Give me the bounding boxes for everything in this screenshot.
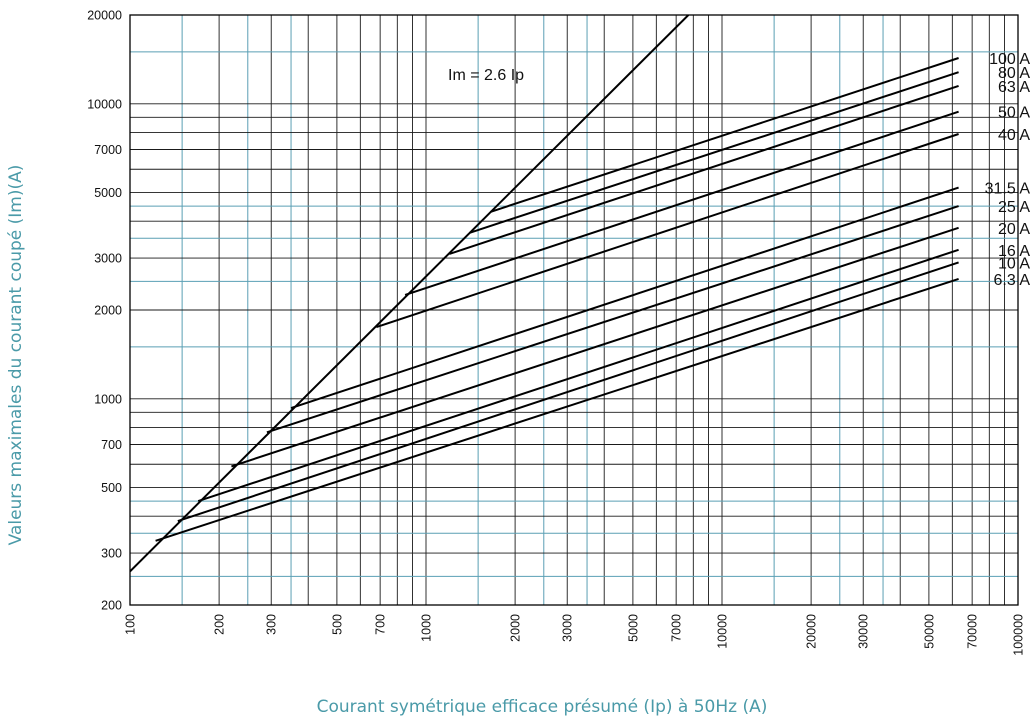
x-tick-label: 500 bbox=[330, 614, 344, 635]
series-label-50-a: 50 A bbox=[998, 105, 1030, 122]
x-tick-label: 1000 bbox=[420, 614, 434, 642]
plot-frame bbox=[129, 14, 1019, 606]
y-tick-label: 500 bbox=[101, 481, 122, 495]
series-line-16-a bbox=[197, 248, 959, 503]
series-line-25-a bbox=[266, 205, 959, 434]
series-line-50-a bbox=[404, 110, 959, 296]
x-tick-label: 30000 bbox=[857, 614, 871, 649]
series-label-40-a: 40 A bbox=[998, 127, 1030, 144]
series-label-100-a: 100 A bbox=[989, 51, 1030, 68]
tick-labels: 200 300 500 700 1000 2000 3000 5000 7000 10000 200… bbox=[87, 9, 1030, 656]
grid-layer bbox=[130, 15, 1018, 605]
x-axis-title: Courant symétrique efficace présumé (Ip)… bbox=[317, 697, 768, 717]
series-line-100-a bbox=[490, 57, 959, 213]
x-tick-label: 50000 bbox=[922, 614, 936, 649]
series-line-31-5-a bbox=[290, 186, 959, 410]
x-tick-label: 700 bbox=[374, 614, 388, 635]
series-label-20-a: 20 A bbox=[998, 221, 1030, 238]
series-line-10-a bbox=[177, 261, 959, 523]
x-tick-label: 300 bbox=[265, 614, 279, 635]
x-tick-label: 10000 bbox=[716, 614, 730, 649]
y-tick-label: 700 bbox=[101, 438, 122, 452]
x-tick-label: 2000 bbox=[509, 614, 523, 642]
series-line-63-a bbox=[449, 84, 959, 255]
y-axis-title: Valeurs maximales du courant coupé (Im)(… bbox=[6, 165, 26, 546]
series-line-6-3-a bbox=[155, 277, 959, 542]
y-tick-label: 7000 bbox=[94, 143, 122, 157]
series-label-25-a: 25 A bbox=[998, 199, 1030, 216]
series-label-16-a: 16 A bbox=[998, 243, 1030, 260]
series-label-10-a: 10 A bbox=[998, 255, 1030, 272]
curves bbox=[130, 15, 959, 573]
x-tick-label: 200 bbox=[213, 614, 227, 635]
series-line-20-a bbox=[231, 226, 959, 468]
y-tick-label: 2000 bbox=[94, 304, 122, 318]
x-tick-label: 100000 bbox=[1012, 614, 1026, 656]
series-label-31-5-a: 31.5 A bbox=[985, 181, 1031, 198]
y-tick-label: 20000 bbox=[87, 9, 122, 23]
series-label-6-3-a: 6.3 A bbox=[994, 272, 1031, 289]
x-tick-label: 3000 bbox=[561, 614, 575, 642]
y-tick-label: 200 bbox=[101, 599, 122, 613]
plot-border bbox=[129, 14, 1019, 606]
series-label-63-a: 63 A bbox=[998, 79, 1030, 96]
x-tick-label: 20000 bbox=[805, 614, 819, 649]
x-tick-label: 7000 bbox=[670, 614, 684, 642]
y-tick-label: 300 bbox=[101, 547, 122, 561]
x-tick-label: 70000 bbox=[966, 614, 980, 649]
y-tick-label: 1000 bbox=[94, 392, 122, 406]
series-label-80-a: 80 A bbox=[998, 65, 1030, 82]
y-tick-label: 10000 bbox=[87, 97, 122, 111]
x-tick-label: 5000 bbox=[626, 614, 640, 642]
annotation-im-equals-2-6-ip: Im = 2.6 Ip bbox=[448, 67, 524, 84]
series-line-40-a bbox=[376, 133, 959, 329]
series-line-80-a bbox=[468, 71, 959, 234]
y-tick-label: 5000 bbox=[94, 186, 122, 200]
x-tick-label: 100 bbox=[124, 614, 138, 635]
y-tick-label: 3000 bbox=[94, 252, 122, 266]
